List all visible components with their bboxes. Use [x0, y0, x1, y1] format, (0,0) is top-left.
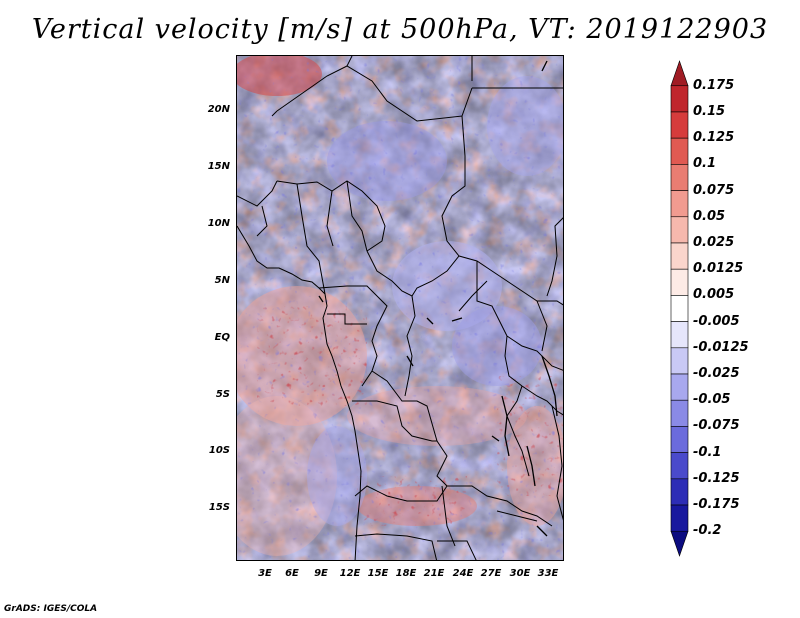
lat-label-5n: 5N [214, 275, 230, 286]
colorbar-label: 0.125 [693, 130, 735, 146]
colorbar-label: -0.075 [693, 418, 740, 434]
colorbar-segment [670, 295, 689, 322]
colorbar-segment [670, 190, 689, 218]
colorbar-segment [670, 85, 689, 113]
colorbar-label: 0.025 [693, 234, 735, 250]
lat-label-10s: 10S [208, 445, 230, 456]
lon-label-9e: 9E [314, 568, 328, 579]
map-panel [236, 55, 564, 561]
colorbar-segment [670, 478, 689, 506]
colorbar-label: 0.15 [693, 103, 726, 119]
colorbar-segment [670, 452, 689, 480]
lon-label-3e: 3E [258, 568, 272, 579]
map-title: Vertical velocity [m/s] at 500hPa, VT: 2… [31, 14, 769, 45]
lon-label-33e: 33E [537, 568, 559, 579]
colorbar-bottom-triangle [670, 530, 689, 557]
country-borders [237, 56, 563, 560]
lon-label-27e: 27E [480, 568, 502, 579]
colorbar-label: -0.125 [693, 470, 740, 486]
colorbar-segment [670, 216, 689, 244]
colorbar-segment [670, 137, 689, 165]
lat-label-15s: 15S [208, 502, 230, 513]
colorbar-label: -0.1 [693, 444, 722, 460]
lat-label-5s: 5S [215, 389, 230, 400]
colorbar-segment [670, 504, 689, 532]
colorbar-label: 0.005 [693, 287, 735, 303]
colorbar-segment [670, 268, 689, 296]
colorbar-label: -0.0125 [693, 339, 749, 355]
colorbar-segment [670, 164, 689, 191]
lon-label-24e: 24E [452, 568, 474, 579]
lat-label-15n: 15N [207, 161, 230, 172]
grads-credit: GrADS: IGES/COLA [4, 604, 98, 614]
colorbar-label: -0.175 [693, 497, 740, 513]
lon-label-21e: 21E [423, 568, 445, 579]
colorbar-segment [670, 321, 689, 349]
lon-label-12e: 12E [339, 568, 361, 579]
lat-label-20n: 20N [207, 104, 230, 115]
colorbar-label: 0.05 [693, 208, 726, 224]
colorbar-segment [670, 373, 689, 401]
lat-label-eq: EQ [214, 332, 230, 343]
colorbar-segment [670, 399, 689, 427]
colorbar-label: 0.175 [693, 77, 735, 93]
colorbar-label: -0.05 [693, 392, 731, 408]
colorbar-label: -0.2 [693, 523, 722, 539]
lon-label-15e: 15E [367, 568, 389, 579]
lon-label-18e: 18E [395, 568, 417, 579]
lon-label-30e: 30E [509, 568, 531, 579]
colorbar-segment [670, 426, 689, 453]
colorbar-segment [670, 111, 689, 139]
lakes [318, 60, 558, 537]
lat-label-10n: 10N [207, 218, 230, 229]
colorbar-segment [670, 242, 689, 270]
colorbar-label: 0.075 [693, 182, 735, 198]
colorbar-label: -0.025 [693, 366, 740, 381]
vertical-velocity-field [237, 56, 563, 560]
lon-label-6e: 6E [285, 568, 299, 579]
colorbar-segments [670, 60, 689, 557]
colorbar-label: -0.005 [693, 313, 740, 329]
field-dark-blue-cores [237, 56, 563, 560]
colorbar-label: 0.0125 [693, 261, 744, 277]
colorbar-segment [670, 347, 689, 375]
colorbar-label: 0.1 [693, 156, 717, 172]
colorbar-top-triangle [670, 60, 689, 87]
